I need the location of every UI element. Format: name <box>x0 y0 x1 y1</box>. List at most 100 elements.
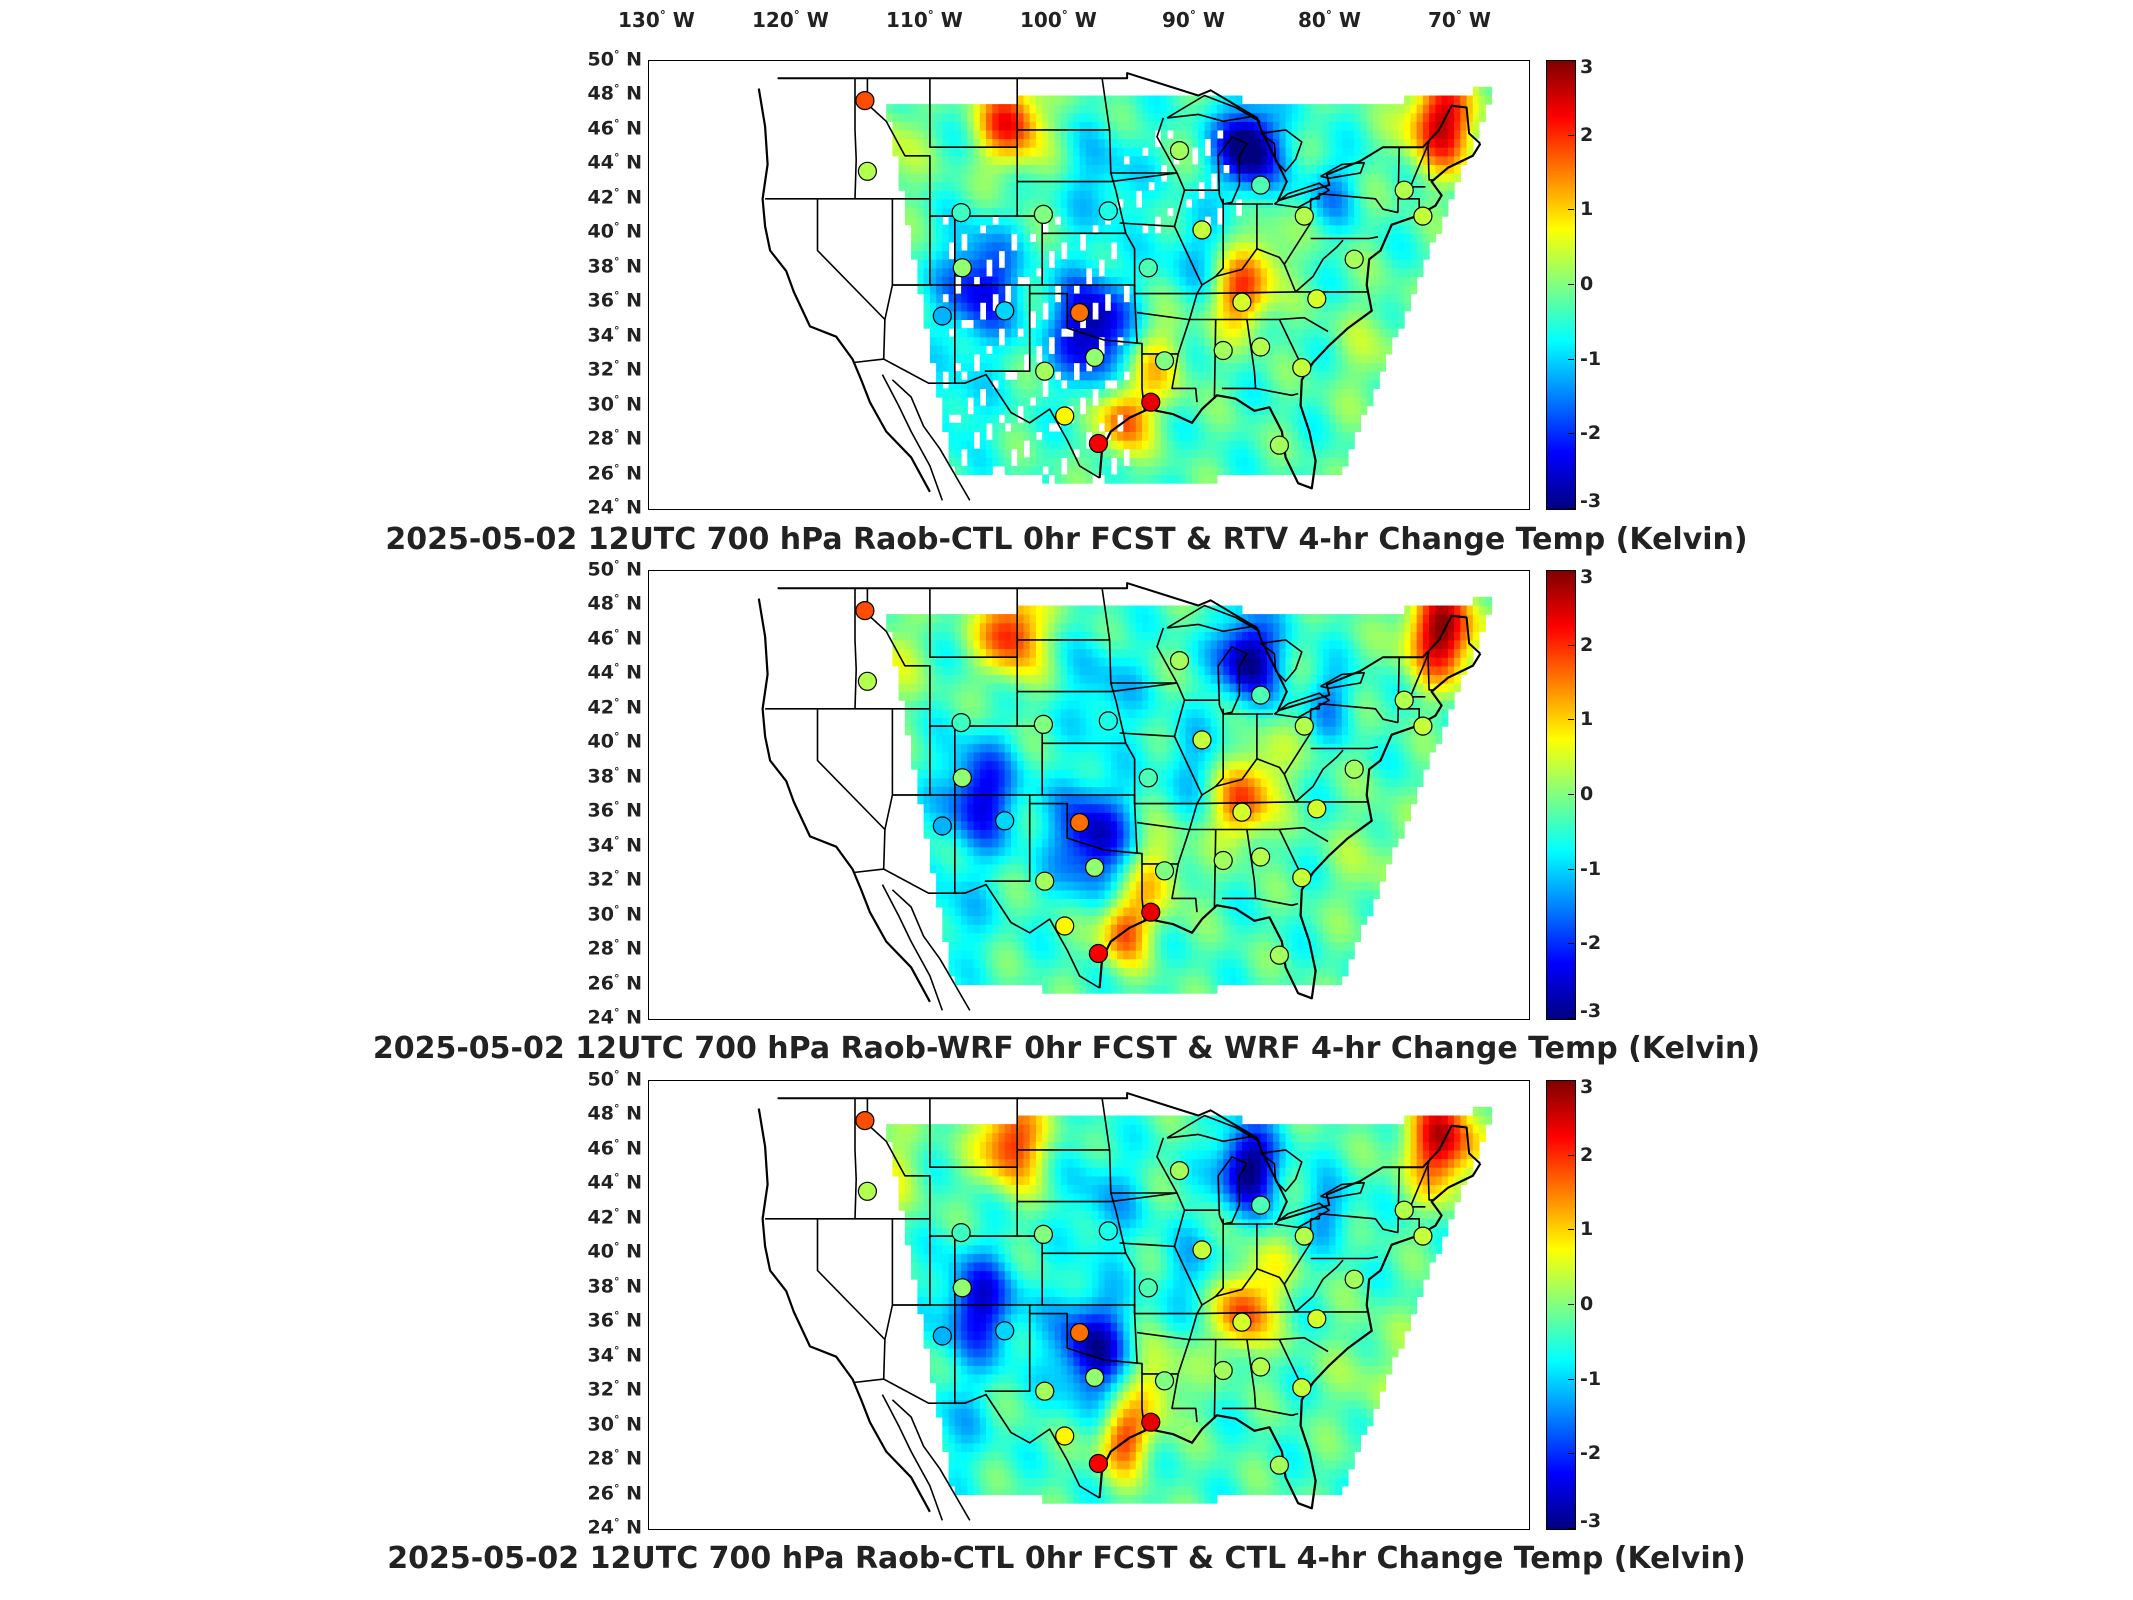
field-cell <box>1379 147 1386 157</box>
field-cell <box>1266 855 1274 865</box>
field-cell <box>1104 881 1112 891</box>
field-cell <box>1216 95 1224 105</box>
field-cell <box>1285 397 1293 407</box>
field-cell <box>1379 310 1386 320</box>
field-cell <box>929 302 937 312</box>
field-cell <box>1098 812 1106 822</box>
field-cell <box>1198 932 1205 942</box>
field-cell <box>1036 259 1043 269</box>
field-cell <box>998 932 1006 942</box>
lat-label: 42° N <box>587 185 642 209</box>
field-cell <box>923 207 931 217</box>
field-cell <box>1017 302 1024 312</box>
field-cell <box>992 121 1000 131</box>
field-cell <box>1323 838 1330 848</box>
field-cell <box>1235 388 1243 398</box>
field-cell <box>1291 803 1299 813</box>
field-cell <box>1192 129 1199 140</box>
field-cell <box>1316 440 1324 450</box>
field-cell <box>998 155 1006 165</box>
field-cell <box>1335 889 1343 899</box>
field-cell <box>961 967 968 977</box>
field-cell <box>967 465 975 476</box>
field-cell <box>1298 250 1305 260</box>
field-cell <box>1235 267 1243 277</box>
field-cell <box>1348 121 1355 131</box>
field-cell <box>1385 259 1393 269</box>
field-cell <box>1279 889 1287 899</box>
field-cell <box>1092 414 1099 424</box>
field-cell <box>1036 138 1043 148</box>
field-cell <box>967 173 975 183</box>
field-cell <box>973 958 981 968</box>
field-cell <box>1160 457 1168 467</box>
field-cell <box>1329 838 1337 848</box>
field-cell <box>1192 932 1199 942</box>
field-cell <box>1029 95 1037 105</box>
field-cell <box>998 198 1006 208</box>
field-cell <box>1104 465 1112 476</box>
field-cell <box>1054 388 1062 398</box>
field-cell <box>992 457 1000 467</box>
field-cell <box>1241 881 1249 891</box>
field-cell <box>1316 147 1324 157</box>
field-cell <box>1260 405 1268 415</box>
field-cell <box>1017 440 1024 450</box>
field-cell <box>1304 414 1312 424</box>
field-cell <box>1092 907 1099 917</box>
field-cell <box>1422 224 1430 234</box>
field-cell <box>1123 112 1131 122</box>
field-cell <box>1154 975 1162 986</box>
field-cell <box>1260 250 1268 260</box>
field-cell <box>1004 431 1012 441</box>
field-cell <box>1036 285 1043 295</box>
field-cell <box>1254 414 1262 424</box>
field-cell <box>1360 198 1368 208</box>
field-cell <box>1073 224 1081 234</box>
field-cell <box>1216 112 1224 122</box>
field-cell <box>1185 440 1193 450</box>
field-cell <box>1198 285 1205 295</box>
field-cell <box>892 121 900 131</box>
field-cell <box>1060 129 1068 140</box>
field-cell <box>917 147 925 157</box>
field-cell <box>1110 121 1118 131</box>
field-cell <box>1260 898 1268 908</box>
field-cell <box>1123 95 1131 105</box>
field-cell <box>1173 319 1181 329</box>
field-cell <box>1266 155 1274 165</box>
field-cell <box>1129 319 1137 329</box>
field-cell <box>1060 422 1068 432</box>
field-cell <box>1011 310 1018 320</box>
field-cell <box>1279 121 1287 131</box>
field-cell <box>1310 164 1318 174</box>
field-cell <box>1416 173 1424 183</box>
field-cell <box>986 138 993 148</box>
field-cell <box>1329 440 1337 450</box>
field-cell <box>1104 846 1112 856</box>
field-cell <box>1135 138 1143 148</box>
field-cell <box>1341 941 1349 951</box>
field-cell <box>1304 889 1312 899</box>
field-cell <box>1266 181 1274 191</box>
field-cell <box>1366 379 1374 389</box>
field-cell <box>1042 846 1049 856</box>
field-cell <box>1298 104 1305 114</box>
field-cell <box>1279 336 1287 346</box>
field-cell <box>942 397 950 407</box>
field-cell <box>1273 379 1280 389</box>
field-cell <box>1285 276 1293 286</box>
field-cell <box>1036 164 1043 174</box>
field-cell <box>992 285 1000 295</box>
field-cell <box>1054 958 1062 968</box>
field-cell <box>1154 958 1162 968</box>
field-cell <box>1036 795 1043 805</box>
field-cell <box>1110 422 1118 432</box>
field-cell <box>1079 846 1087 856</box>
field-cell <box>1060 293 1068 303</box>
field-cell <box>1135 319 1143 329</box>
field-cell <box>1117 379 1124 389</box>
field-cell <box>1360 276 1368 286</box>
field-cell <box>923 104 931 114</box>
field-cell <box>1110 164 1118 174</box>
